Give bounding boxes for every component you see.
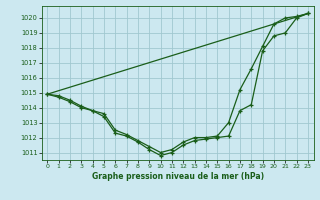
X-axis label: Graphe pression niveau de la mer (hPa): Graphe pression niveau de la mer (hPa)	[92, 172, 264, 181]
